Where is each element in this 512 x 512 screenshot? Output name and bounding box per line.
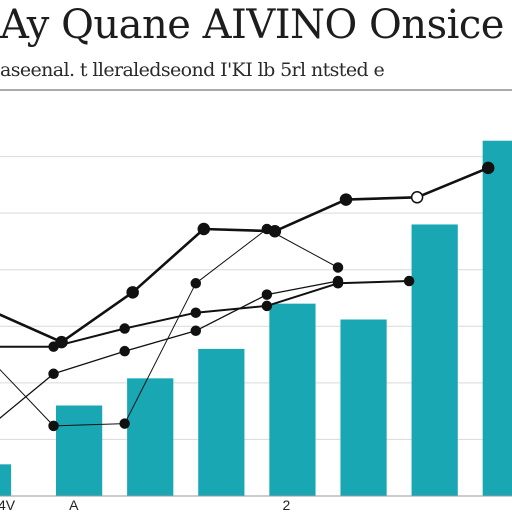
bar-c8 (482, 140, 512, 496)
bar-c5 (269, 303, 316, 496)
point-s1-7 (410, 191, 424, 204)
point-s4-3 (119, 418, 130, 429)
point-s1-4 (197, 222, 211, 236)
points (48, 161, 495, 432)
point-s4-6 (332, 262, 344, 273)
point-s3-3 (119, 345, 130, 357)
point-s2-2 (48, 341, 59, 352)
point-s2-4 (190, 307, 202, 318)
point-s2-7 (403, 275, 415, 287)
x-tick-labels: 4V A 2 (0, 497, 290, 512)
point-s4-2 (48, 420, 59, 432)
bar-c6 (340, 319, 387, 496)
bar-c2 (56, 405, 103, 496)
bar-c7 (411, 224, 458, 496)
line-series-1 (0, 166, 489, 344)
point-s3-4 (190, 325, 202, 337)
x-tick-label-5: 2 (282, 497, 290, 512)
point-s2-5 (261, 300, 273, 312)
bar-c1 (0, 464, 12, 496)
point-s4-4 (190, 278, 202, 289)
point-s1-6 (339, 193, 353, 206)
bar-c3 (127, 378, 174, 496)
bar-c4 (198, 348, 245, 496)
point-s1-8 (481, 161, 495, 175)
point-s3-6 (332, 275, 344, 287)
point-s3-2 (48, 368, 59, 380)
chart-subtitle: aseenal. t lleraledseond I'KI lb 5rl nts… (0, 59, 385, 81)
bars (0, 140, 512, 496)
point-s3-5 (261, 289, 273, 300)
point-s2-3 (119, 323, 130, 334)
chart-title: Ay Quane AIVINO Onsice A (0, 2, 512, 48)
x-tick-label-1: 4V (0, 497, 16, 512)
point-s4-5 (261, 223, 273, 235)
point-s1-3 (126, 286, 139, 299)
x-tick-label-2: A (69, 497, 79, 512)
line-series-3 (0, 280, 339, 419)
